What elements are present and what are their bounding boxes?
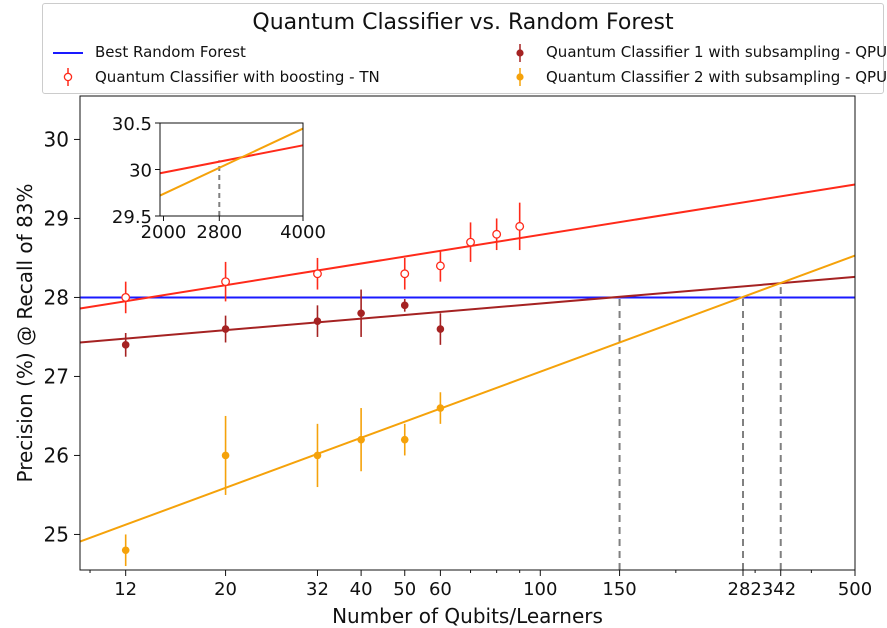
inset-x-tick-label: 2800	[196, 222, 242, 243]
x-tick-label: 100	[523, 579, 557, 600]
boosting-tn-point	[121, 293, 131, 302]
qc1-qpu-point	[436, 325, 445, 333]
y-tick-label: 29	[44, 206, 69, 230]
x-tick-label: 50	[393, 579, 416, 600]
x-tick-label: 150	[602, 579, 636, 600]
legend-swatch-best-random-forest	[53, 52, 83, 54]
qc1-qpu-point	[313, 317, 322, 325]
inset-y-tick-label: 29.5	[112, 207, 152, 228]
legend: Quantum Classifier vs. Random Forest Bes…	[42, 3, 887, 94]
boosting-tn-point	[400, 269, 410, 279]
y-tick-label: 30	[44, 127, 69, 151]
x-tick-label: 12	[114, 579, 137, 600]
x-axis-label: Number of Qubits/Learners	[332, 604, 603, 628]
x-tick-label: 40	[350, 579, 373, 600]
boosting-tn-point	[221, 277, 231, 287]
y-tick-label: 25	[44, 522, 69, 546]
qc1-qpu-point	[400, 301, 409, 310]
qc2-qpu-fit-line	[79, 254, 856, 543]
chart-title: Quantum Classifier vs. Random Forest	[252, 10, 674, 35]
x-tick-label: 282342	[728, 579, 797, 600]
qc2-qpu-point	[121, 546, 130, 555]
qc2-qpu-point	[400, 435, 409, 444]
boosting-tn-point	[492, 229, 502, 239]
inset-y-tick-label: 30.5	[112, 114, 152, 135]
qc2-qpu-point	[313, 451, 322, 460]
boosting-tn-point	[313, 269, 322, 279]
legend-swatch-qc1-qpu	[516, 44, 524, 62]
legend-label-qc2-qpu: Quantum Classifier 2 with subsampling - …	[546, 68, 887, 86]
boosting-tn-point	[466, 237, 475, 247]
inset-boosting-tn-line	[159, 144, 304, 175]
qc2-qpu-point	[357, 435, 365, 444]
x-tick-label: 500	[838, 579, 872, 600]
x-tick-label: 20	[214, 579, 237, 600]
legend-swatch-qc2-qpu	[516, 68, 524, 86]
qc1-qpu-fit-line	[79, 275, 856, 344]
boosting-tn-point	[435, 261, 445, 271]
legend-swatch-boosting-tn	[63, 68, 73, 86]
qc1-qpu-point	[221, 325, 230, 333]
boosting-tn-fit-line	[79, 183, 856, 310]
qc1-qpu-point	[121, 341, 130, 349]
plot-frame	[79, 95, 856, 571]
inset-x-tick-label: 4000	[280, 222, 326, 243]
inset-x-tick-label: 2000	[141, 222, 187, 243]
y-tick-label: 28	[44, 285, 69, 309]
legend-label-boosting-tn: Quantum Classifier with boosting - TN	[95, 68, 380, 86]
x-tick-label: 32	[306, 579, 329, 600]
boosting-tn-point	[515, 221, 525, 231]
legend-label-best-random-forest: Best Random Forest	[95, 43, 246, 61]
qc1-qpu-point	[357, 309, 365, 318]
y-tick-label: 27	[44, 364, 69, 388]
x-tick-label: 60	[429, 579, 452, 600]
inset-y-tick-label: 30	[129, 161, 152, 182]
inset-qc2-qpu-line	[159, 127, 304, 197]
y-tick-label: 26	[44, 443, 69, 467]
qc2-qpu-point	[436, 404, 445, 412]
legend-label-qc1-qpu: Quantum Classifier 1 with subsampling - …	[546, 43, 887, 61]
qc2-qpu-point	[221, 451, 230, 460]
y-axis-label: Precision (%) @ Recall of 83%	[13, 183, 37, 482]
